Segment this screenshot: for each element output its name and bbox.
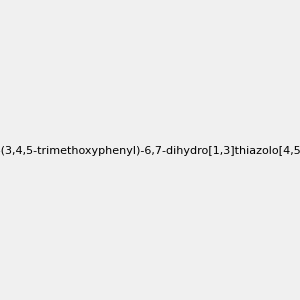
Text: 2-(phenylamino)-7-(3,4,5-trimethoxyphenyl)-6,7-dihydro[1,3]thiazolo[4,5-b]pyridi: 2-(phenylamino)-7-(3,4,5-trimethoxypheny… [0,146,300,157]
